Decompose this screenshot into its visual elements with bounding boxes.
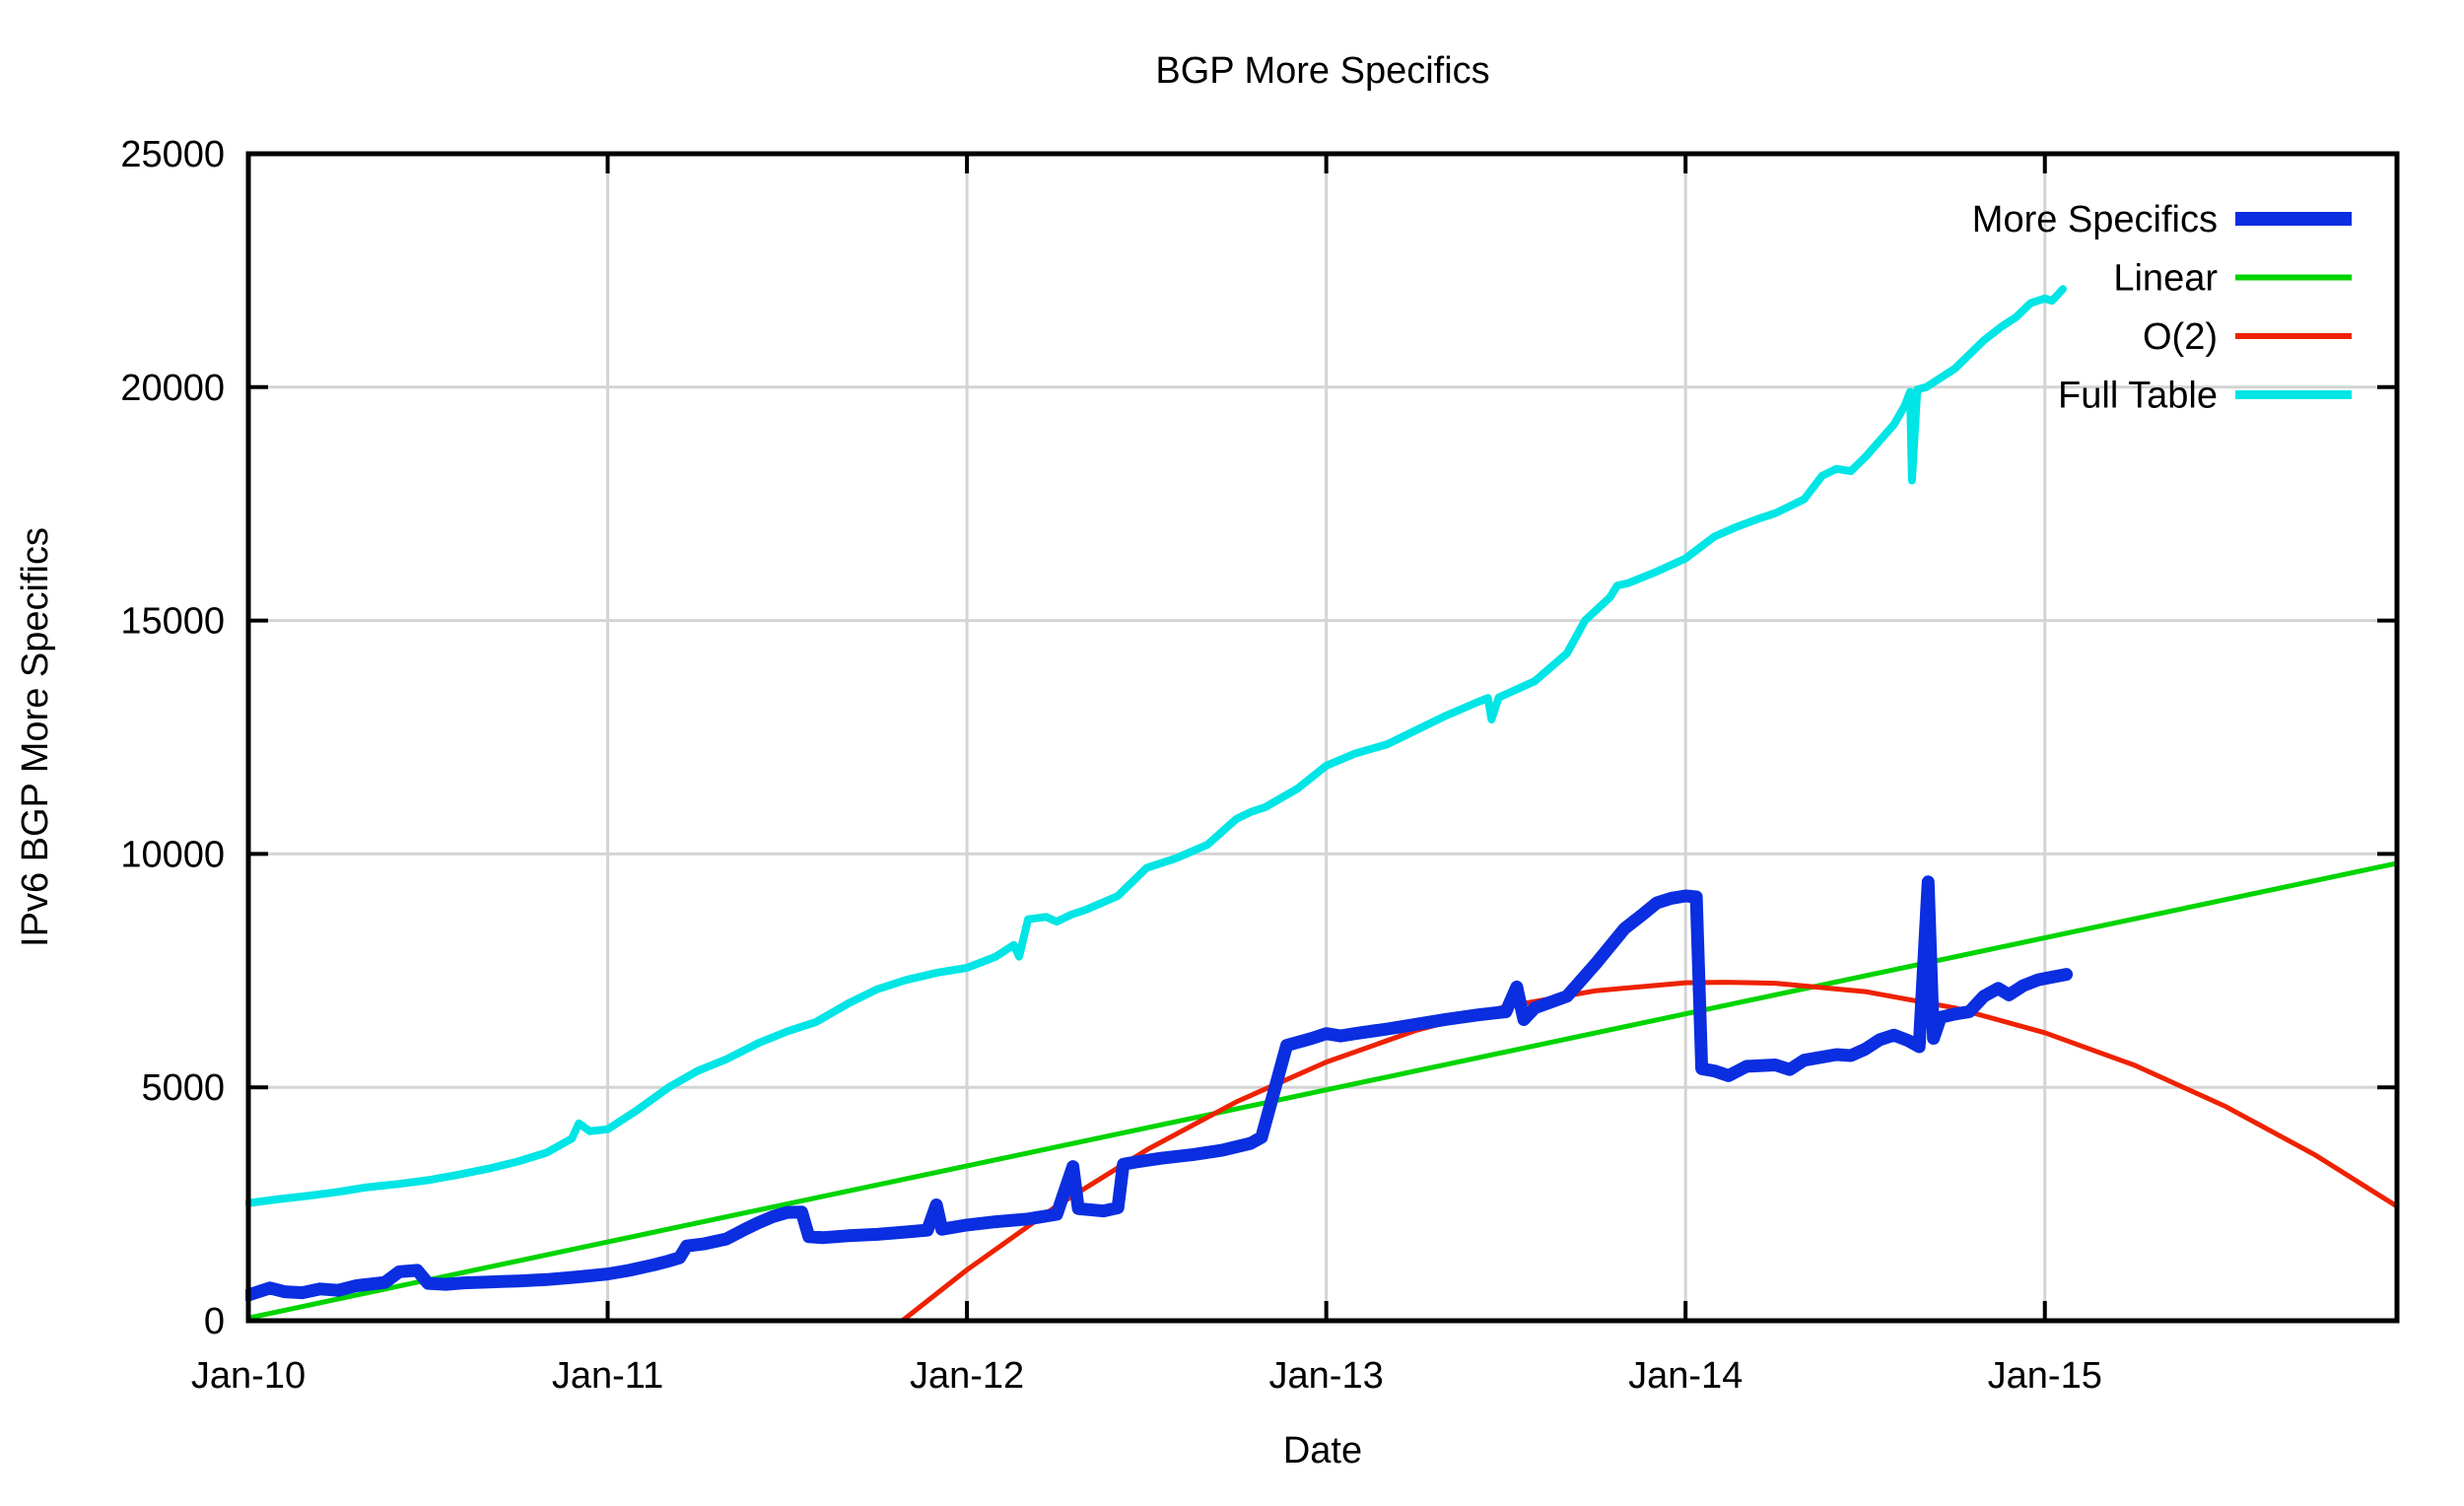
x-tick-label: Jan-12 — [910, 1355, 1024, 1397]
y-tick-label: 15000 — [120, 601, 225, 643]
axis-ticks — [246, 152, 2397, 1323]
x-tick-label: Jan-10 — [191, 1355, 306, 1397]
tick-labels: Jan-10 Jan-11 Jan-12 Jan-13 Jan-14 Jan-15 0 500… — [120, 134, 2102, 1397]
series-linear — [245, 860, 2400, 1321]
legend-label: Linear — [2113, 258, 2218, 300]
y-tick-label: 20000 — [120, 368, 225, 409]
legend-entry-o-2-: O(2) — [2143, 316, 2352, 358]
series-group — [245, 285, 2400, 1324]
chart-title: BGP More Specifics — [1155, 50, 1490, 92]
legend: More Specifics Linear O(2) Full Table — [1972, 199, 2352, 417]
legend-label: More Specifics — [1972, 199, 2218, 240]
x-tick-label: Jan-14 — [1628, 1355, 1743, 1397]
series-o-2- — [900, 980, 2400, 1324]
x-tick-label: Jan-15 — [1988, 1355, 2102, 1397]
x-axis-title: Date — [1282, 1430, 1363, 1472]
plot-border — [245, 151, 2400, 1324]
legend-entry-linear: Linear — [2113, 258, 2352, 300]
y-tick-label: 5000 — [141, 1067, 225, 1109]
legend-entry-full-table: Full Table — [2058, 376, 2352, 417]
gridlines — [248, 154, 2397, 1321]
x-tick-label: Jan-11 — [552, 1355, 663, 1397]
y-tick-label: 10000 — [120, 834, 225, 875]
y-tick-label: 0 — [204, 1301, 225, 1342]
x-tick-label: Jan-13 — [1269, 1355, 1384, 1397]
legend-entry-more-specifics: More Specifics — [1972, 199, 2352, 240]
legend-label: O(2) — [2143, 316, 2218, 358]
legend-label: Full Table — [2058, 376, 2218, 417]
series-more-specifics — [245, 875, 2074, 1302]
series-full-table — [245, 285, 2067, 1207]
y-tick-label: 25000 — [120, 134, 225, 175]
